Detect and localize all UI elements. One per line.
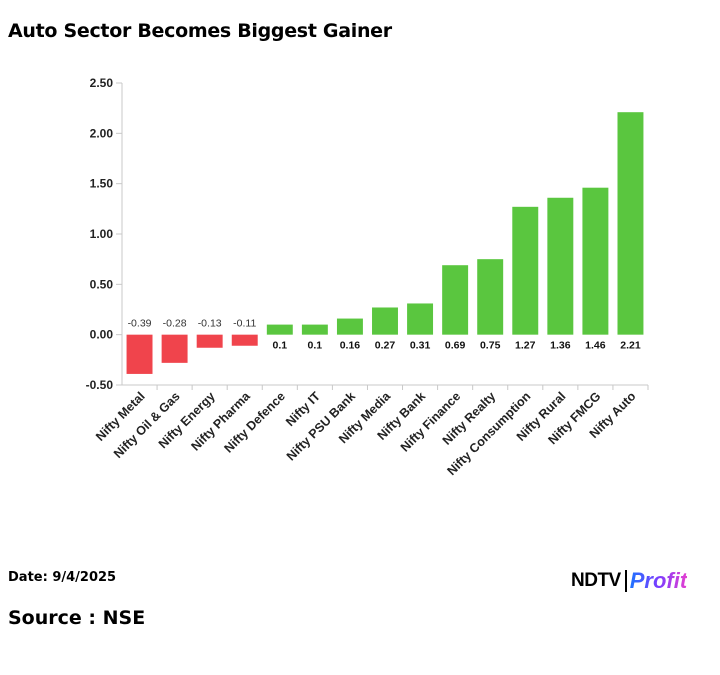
y-tick-label: 1.50 (90, 177, 114, 191)
y-tick-label: 2.50 (90, 76, 114, 90)
bar (547, 197, 574, 335)
logo-profit-text: Profit (629, 568, 688, 593)
data-label: -0.39 (128, 318, 152, 330)
data-label: 1.36 (550, 340, 571, 352)
bar (301, 324, 328, 335)
data-label: 2.21 (620, 340, 641, 352)
logo-ndtv-text: NDTV (571, 570, 621, 591)
bar-chart: 2.50 2.00 1.50 1.00 0.50 0.00 -0.50 -0.39 Nifty … (86, 76, 649, 478)
bar (617, 112, 644, 335)
data-label: -0.11 (233, 318, 256, 330)
date-label: Date: 9/4/2025 (8, 570, 117, 585)
bar (582, 187, 609, 335)
bar (442, 265, 469, 335)
bar (231, 334, 258, 346)
bar (372, 307, 398, 335)
bar (196, 334, 223, 348)
data-label: 0.1 (272, 340, 287, 352)
bar (266, 324, 293, 335)
y-tick-label: 0.50 (90, 277, 114, 291)
ndtv-profit-logo: NDTV Profit (571, 566, 716, 596)
x-tick-label: Nifty Defence (222, 389, 288, 455)
data-label: 1.27 (515, 340, 536, 352)
data-label: 1.46 (585, 340, 606, 352)
chart-title: Auto Sector Becomes Biggest Gainer (8, 20, 392, 42)
bar (477, 259, 504, 335)
y-tick-label: 2.00 (90, 126, 114, 140)
data-label: -0.13 (198, 318, 222, 330)
bar (336, 318, 363, 335)
source-label: Source : NSE (8, 607, 146, 629)
data-label: 0.31 (410, 340, 431, 352)
data-label: 0.27 (375, 340, 396, 352)
data-label: 0.1 (308, 340, 323, 352)
logo-divider (624, 570, 627, 592)
data-label: 0.16 (340, 340, 361, 352)
y-tick-label: 0.00 (90, 328, 114, 342)
bar (161, 334, 188, 363)
bar (407, 303, 434, 335)
y-tick-label: -0.50 (86, 378, 114, 392)
bar (512, 206, 539, 335)
bar (126, 334, 153, 374)
data-label: 0.75 (480, 340, 501, 352)
data-label: 0.69 (445, 340, 466, 352)
y-tick-label: 1.00 (90, 227, 114, 241)
data-label: -0.28 (163, 318, 187, 330)
